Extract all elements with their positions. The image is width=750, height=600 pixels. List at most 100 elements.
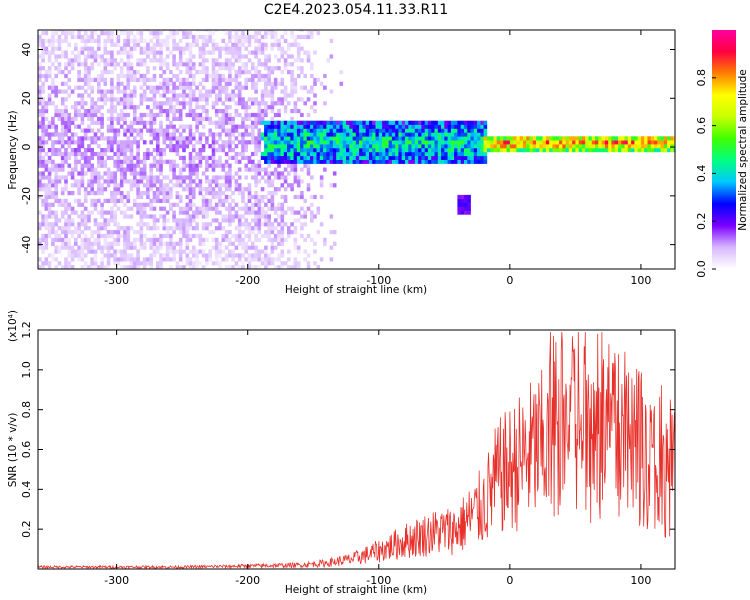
spectrogram-cell bbox=[60, 116, 65, 121]
spectrogram-cell bbox=[323, 128, 327, 133]
spectrogram-cell bbox=[106, 171, 111, 176]
spectrogram-cell bbox=[296, 151, 301, 157]
spectrogram-cell bbox=[54, 112, 58, 118]
spectrogram-cell bbox=[47, 54, 52, 59]
spectrogram-cell bbox=[57, 112, 62, 118]
spectrogram-cell bbox=[231, 148, 235, 153]
spectrogram-cell bbox=[136, 230, 140, 235]
spectrogram-cell bbox=[44, 124, 49, 129]
spectrogram-cell bbox=[300, 206, 304, 211]
spectrogram-cell bbox=[228, 112, 232, 118]
spectrogram-cell bbox=[60, 230, 65, 235]
spectrogram-cell bbox=[116, 249, 121, 254]
spectrogram-cell bbox=[83, 191, 88, 196]
spectrogram-cell bbox=[372, 136, 376, 141]
spectrogram-cell bbox=[644, 144, 648, 149]
spectrogram-cell bbox=[303, 101, 307, 106]
spectrogram-cell bbox=[156, 179, 160, 184]
spectrogram-cell bbox=[54, 31, 58, 36]
spectrogram-cell bbox=[251, 194, 255, 200]
spectrogram-cell bbox=[251, 265, 255, 269]
spectrogram-cell bbox=[149, 89, 153, 94]
spectrogram-cell bbox=[296, 183, 301, 188]
spectrogram-cell bbox=[316, 124, 321, 129]
spectrogram-cell bbox=[139, 38, 144, 43]
spectrogram-cell bbox=[87, 218, 91, 223]
spectrogram-cell bbox=[64, 124, 68, 129]
spectrogram-cell bbox=[159, 101, 163, 106]
spectrogram-cell bbox=[90, 183, 94, 188]
spectrogram-cell bbox=[41, 187, 45, 192]
spectrogram-cell bbox=[133, 136, 137, 141]
spectrogram-cell bbox=[195, 206, 199, 211]
spectrogram-cell bbox=[54, 58, 58, 63]
spectrogram-cell bbox=[100, 206, 104, 211]
spectrogram-cell bbox=[437, 151, 442, 157]
spectrogram-cell bbox=[67, 206, 72, 211]
spectrogram-cell bbox=[198, 206, 203, 211]
spectrogram-cell bbox=[172, 109, 176, 114]
spectrogram-cell bbox=[67, 77, 72, 82]
spectrogram-cell bbox=[188, 73, 193, 79]
spectrogram-cell bbox=[267, 191, 271, 196]
spectrogram-cell bbox=[198, 136, 203, 141]
spectrogram-cell bbox=[290, 73, 294, 79]
spectrogram-cell bbox=[486, 136, 491, 141]
spectrogram-cell bbox=[224, 85, 229, 90]
spectrogram-cell bbox=[329, 54, 334, 59]
spectrogram-cell bbox=[221, 77, 226, 82]
spectrogram-cell bbox=[241, 34, 245, 40]
spectrogram-cell bbox=[372, 144, 376, 149]
spectrogram-cell bbox=[103, 93, 108, 98]
spectrogram-cell bbox=[254, 112, 258, 118]
spectrogram-cell bbox=[214, 62, 219, 67]
spectrogram-cell bbox=[188, 66, 193, 71]
spectrogram-cell bbox=[267, 171, 271, 176]
spectrogram-cell bbox=[185, 124, 190, 129]
spectrogram-cell bbox=[431, 151, 435, 157]
spectrogram-cell bbox=[162, 206, 167, 211]
spectrogram-cell bbox=[162, 109, 167, 114]
spectrogram-cell bbox=[277, 136, 281, 141]
spectrogram-cell bbox=[244, 81, 248, 86]
spectrogram-cell bbox=[172, 202, 176, 207]
spectrogram-cell bbox=[100, 151, 104, 157]
spectrogram-cell bbox=[218, 89, 222, 94]
spectrogram-cell bbox=[97, 179, 101, 184]
spectrogram-cell bbox=[172, 54, 176, 59]
spectrogram-cell bbox=[211, 77, 216, 82]
spectrogram-cell bbox=[162, 62, 167, 67]
spectrogram-cell bbox=[391, 148, 396, 153]
spectrogram-cell bbox=[457, 210, 461, 215]
spectrogram-cell bbox=[591, 148, 596, 153]
spectrogram-cell bbox=[165, 187, 170, 192]
spectrogram-cell bbox=[185, 210, 190, 215]
spectrogram-cell bbox=[139, 237, 144, 242]
spectrogram-cell bbox=[159, 109, 163, 114]
spectrogram-cell bbox=[604, 140, 609, 145]
spectrogram-cell bbox=[214, 70, 219, 75]
spectrogram-cell bbox=[175, 128, 180, 133]
spectrogram-cell bbox=[60, 31, 65, 36]
spectrogram-cell bbox=[385, 132, 389, 137]
spectrogram-cell bbox=[454, 128, 458, 133]
spectrogram-cell bbox=[578, 144, 583, 149]
spectrogram-cell bbox=[385, 140, 389, 145]
spectrogram-cell bbox=[224, 97, 229, 102]
spectrogram-cell bbox=[267, 214, 271, 219]
spectrogram-cell bbox=[77, 159, 81, 164]
spectrogram-cell bbox=[136, 206, 140, 211]
spectrogram-cell bbox=[303, 163, 307, 168]
spectrogram-cell bbox=[369, 151, 373, 157]
spectrogram-cell bbox=[152, 50, 157, 55]
spectrogram-cell bbox=[424, 144, 429, 149]
spectrogram-cell bbox=[106, 97, 111, 102]
spectrogram-cell bbox=[182, 136, 186, 141]
spectrogram-cell bbox=[421, 124, 425, 129]
spectrogram-cell bbox=[283, 144, 288, 149]
spectrogram-cell bbox=[310, 136, 314, 141]
spectrogram-cell bbox=[247, 226, 252, 231]
spectrogram-cell bbox=[221, 89, 226, 94]
spectrogram-cell bbox=[165, 245, 170, 250]
spectrogram-cell bbox=[178, 183, 183, 188]
